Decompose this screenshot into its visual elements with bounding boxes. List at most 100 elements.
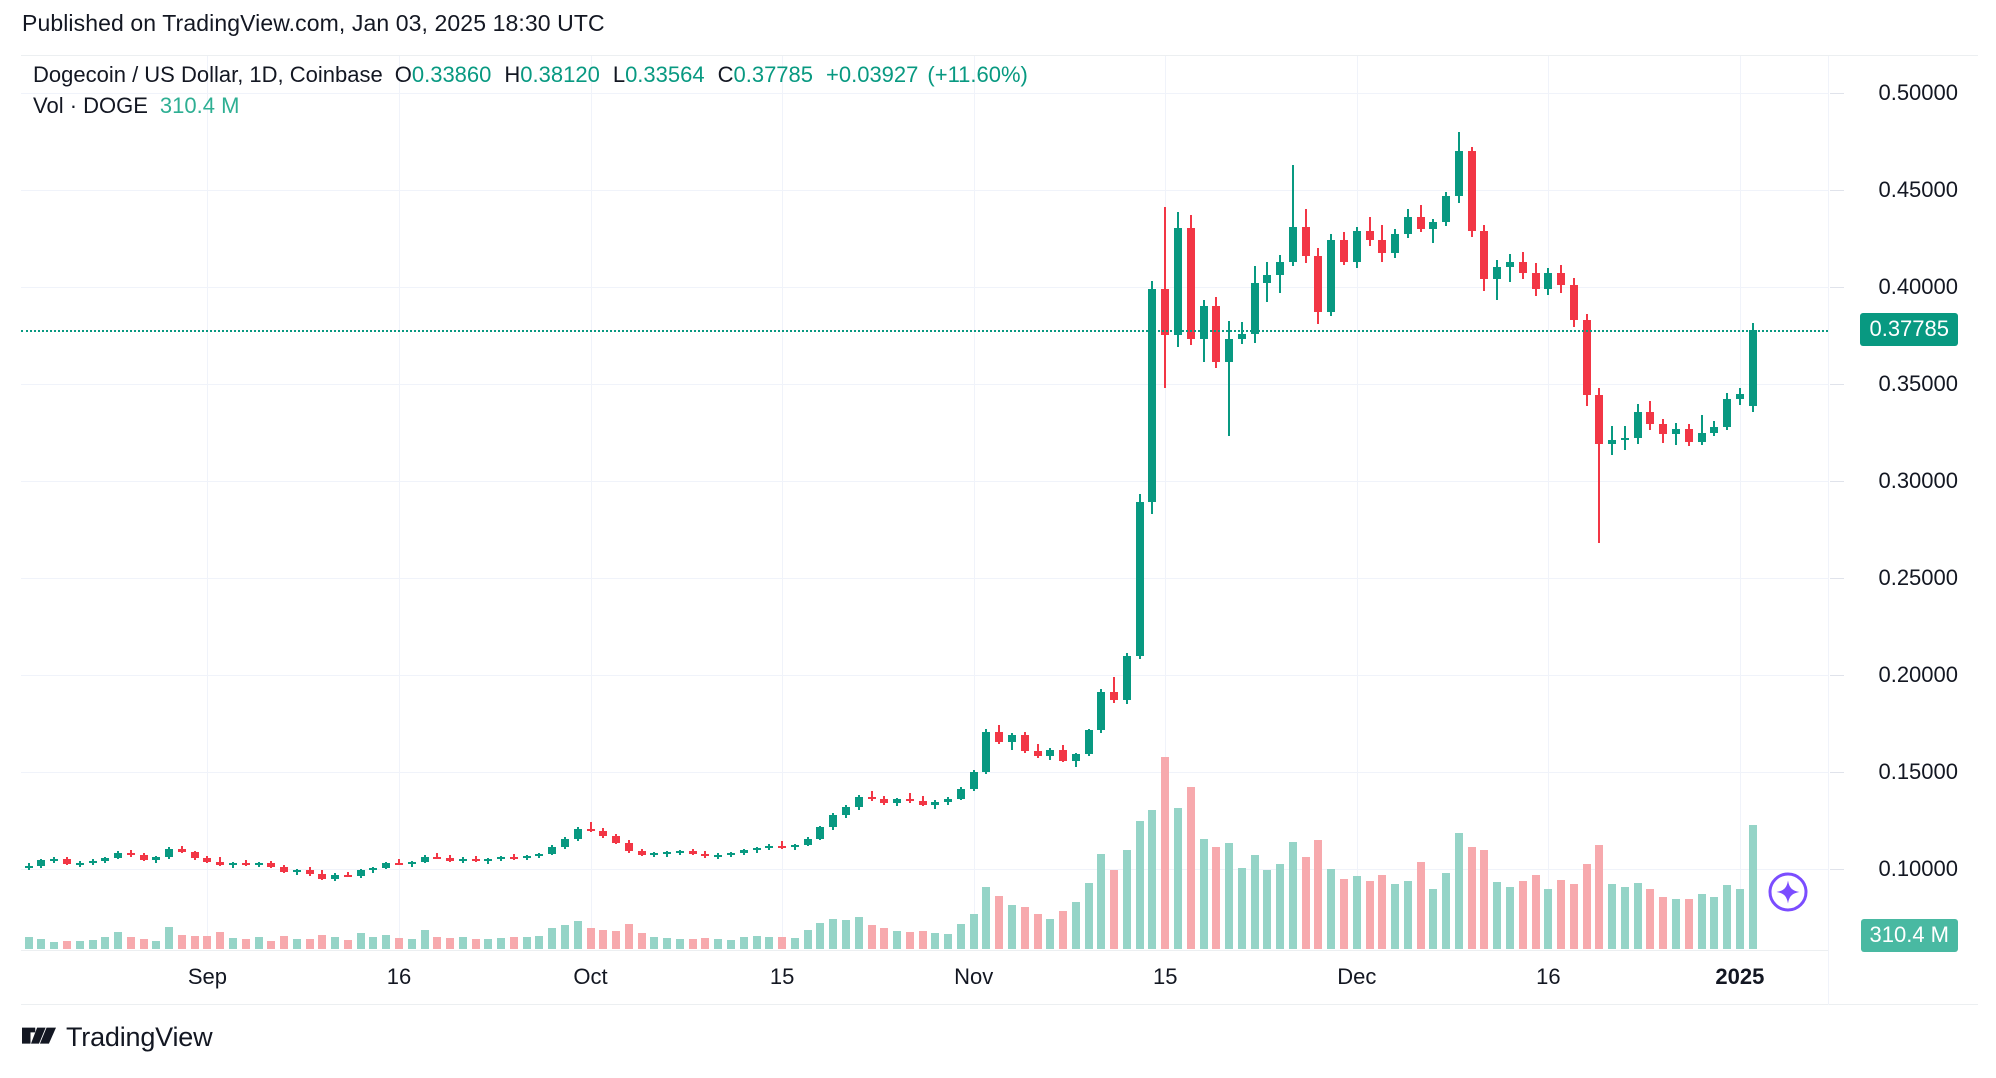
candle-body	[318, 874, 327, 879]
volume-bar	[369, 937, 378, 949]
candle-wick	[1228, 320, 1231, 437]
volume-bar	[956, 924, 965, 949]
candle-wick	[781, 841, 784, 849]
candle-body	[1710, 427, 1719, 433]
legend-open-value: 0.33860	[411, 62, 492, 87]
volume-bar	[637, 933, 646, 949]
volume-bar	[1454, 833, 1463, 949]
candle-body	[280, 866, 289, 872]
candle-body	[650, 853, 659, 856]
candle-body	[1595, 395, 1604, 444]
candle-body	[1378, 240, 1387, 254]
candle-body	[114, 853, 123, 858]
candle-body	[1403, 216, 1412, 235]
candle-body	[1301, 226, 1310, 256]
volume-bar	[548, 928, 557, 949]
price-scale[interactable]: 0.37785 310.4 M 0.50000 0.45000 0.40000 0.3…	[1828, 56, 1978, 1005]
volume-bar	[497, 938, 506, 949]
gridline-vertical	[1357, 56, 1358, 949]
candle-body	[343, 874, 352, 877]
chart-plot-area[interactable]: Dogecoin / US Dollar, 1D, Coinbase O0.33…	[21, 56, 1828, 949]
price-scale-tick	[1830, 481, 1844, 482]
candle-body	[139, 854, 148, 860]
volume-bar	[88, 939, 97, 949]
candle-body	[305, 870, 314, 875]
candle-body	[509, 857, 518, 860]
candle-body	[1544, 273, 1553, 290]
price-scale-label: 0.45000	[1878, 176, 1958, 202]
candle-body	[1110, 691, 1119, 701]
candle-body	[1684, 428, 1693, 442]
candle-body	[1084, 730, 1093, 755]
gridline-horizontal	[21, 869, 1828, 870]
candle-body	[1646, 411, 1655, 425]
price-scale-label: 0.50000	[1878, 79, 1958, 105]
price-scale-label: 0.40000	[1878, 273, 1958, 299]
legend-low: L0.33564	[613, 60, 705, 90]
candle-body	[88, 861, 97, 864]
candle-body	[165, 848, 174, 858]
volume-bar	[1697, 893, 1706, 949]
candle-body	[369, 868, 378, 871]
volume-bar	[688, 939, 697, 949]
candle-body	[1046, 749, 1055, 756]
volume-bar	[433, 937, 442, 949]
candle-body	[637, 851, 646, 855]
price-scale-label: 0.10000	[1878, 855, 1958, 881]
volume-bar	[535, 935, 544, 949]
candle-body	[1467, 151, 1476, 231]
candle-body	[752, 847, 761, 851]
legend-high: H0.38120	[504, 60, 599, 90]
candle-body	[1199, 306, 1208, 339]
gridline-vertical	[1548, 56, 1549, 949]
candle-body	[1122, 655, 1131, 701]
volume-bar	[177, 935, 186, 949]
candle-body	[382, 863, 391, 869]
volume-bar	[267, 940, 276, 949]
candle-body	[446, 857, 455, 861]
volume-bar	[1033, 913, 1042, 949]
volume-bar	[1097, 853, 1106, 949]
volume-bar	[1633, 883, 1642, 949]
legend-volume-row: Vol · DOGE 310.4 M	[33, 91, 1028, 121]
candle-body	[573, 828, 582, 840]
time-axis-label: 15	[1152, 964, 1178, 989]
candle-body	[1288, 226, 1297, 262]
volume-bar	[280, 935, 289, 949]
volume-bar	[203, 936, 212, 949]
volume-bar	[1148, 809, 1157, 949]
candle-body	[126, 853, 135, 855]
time-axis[interactable]: Sep 16 Oct 15 Nov 15 Dec 16 2025	[21, 950, 1828, 1005]
candle-body	[995, 731, 1004, 743]
candle-body	[841, 806, 850, 815]
candle-body	[1480, 230, 1489, 279]
volume-bar	[241, 939, 250, 949]
volume-bar	[1480, 849, 1489, 949]
legend-high-key: H	[504, 62, 521, 87]
volume-bar	[663, 937, 672, 949]
sparkle-icon[interactable]	[1767, 871, 1809, 913]
candle-body	[1250, 282, 1259, 335]
candle-body	[548, 846, 557, 855]
chart-legend: Dogecoin / US Dollar, 1D, Coinbase O0.33…	[33, 60, 1028, 121]
volume-bar	[24, 937, 33, 949]
volume-bar	[1084, 883, 1093, 949]
volume-bar	[254, 937, 263, 949]
time-axis-label: 16	[386, 964, 412, 989]
candle-body	[1135, 502, 1144, 656]
candle-body	[216, 861, 225, 866]
candle-body	[1237, 334, 1246, 340]
volume-bar	[1059, 910, 1068, 949]
candle-body	[1582, 319, 1591, 396]
candle-body	[829, 814, 838, 828]
tradingview-logo-icon	[22, 1027, 56, 1049]
volume-bar	[356, 933, 365, 949]
candle-body	[867, 797, 876, 800]
gridline-horizontal	[21, 481, 1828, 482]
candle-body	[1506, 261, 1515, 268]
candle-body	[727, 853, 736, 855]
gridline-vertical	[399, 56, 400, 949]
volume-bar	[216, 932, 225, 949]
volume-bar	[1569, 884, 1578, 949]
